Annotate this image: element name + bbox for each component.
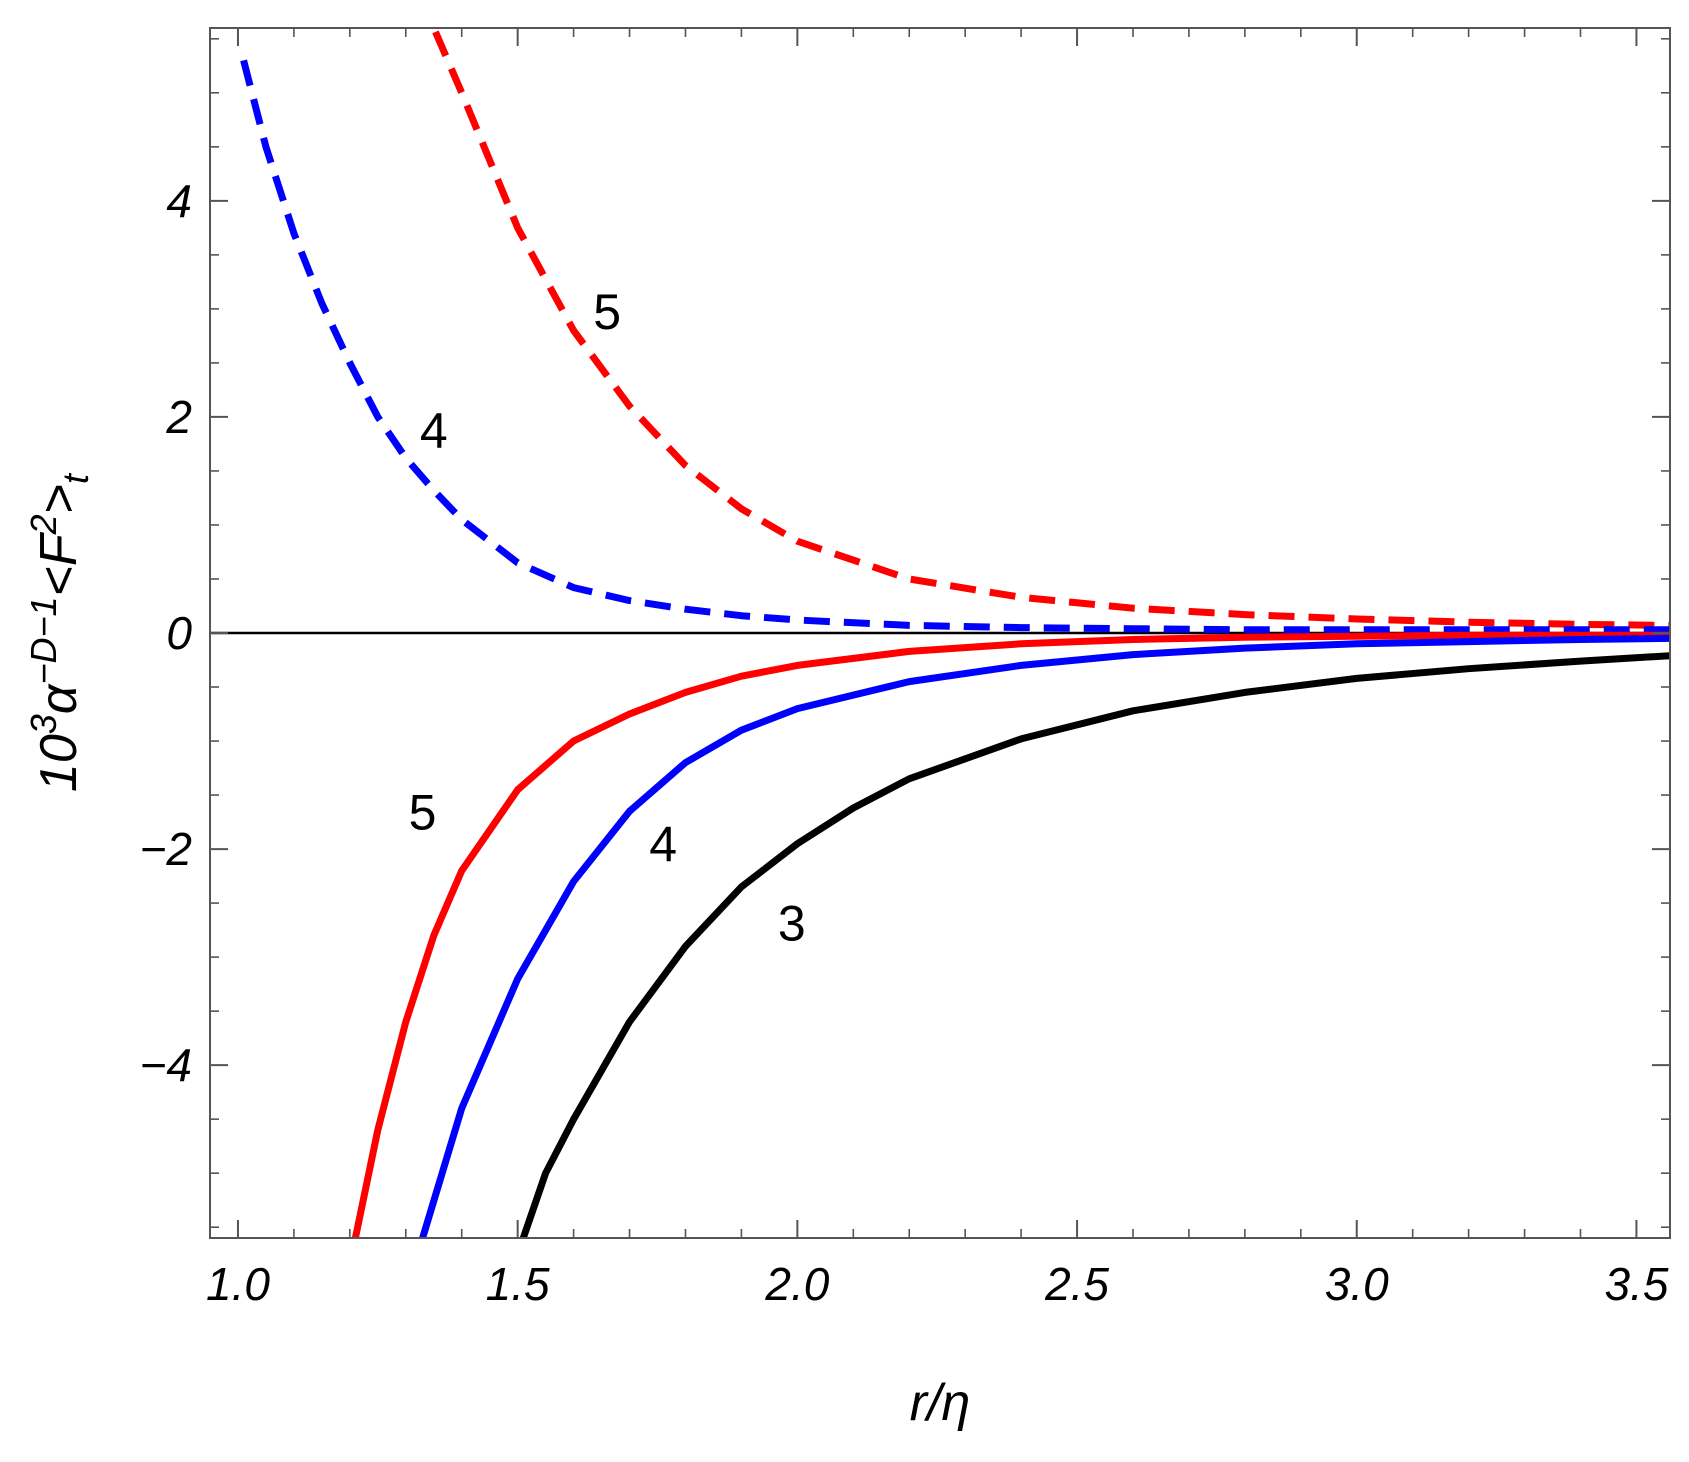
- y-axis-title-prefix-sup: 3: [23, 714, 64, 734]
- curve-label: 5: [409, 784, 437, 840]
- y-axis-title-sub: t: [55, 472, 96, 484]
- x-tick-label: 1.0: [206, 1258, 270, 1310]
- y-axis-title-prefix: 10: [30, 734, 88, 792]
- y-axis-title-body: <F: [30, 531, 88, 596]
- y-axis-title: 103α−D−1<F2>t: [23, 472, 96, 792]
- x-axis-title: r/η: [910, 1374, 971, 1432]
- y-tick-label: −2: [140, 823, 192, 875]
- x-tick-label: 2.5: [1044, 1258, 1109, 1310]
- series-line-3-solid-4: [419, 634, 1670, 1238]
- y-tick-label: 2: [165, 391, 192, 443]
- x-tick-label: 3.5: [1604, 1258, 1668, 1310]
- curve-label: 5: [593, 284, 621, 340]
- y-tick-label: 4: [166, 175, 192, 227]
- y-axis-title-body-sup: 2: [23, 514, 64, 535]
- y-tick-label: 0: [166, 607, 192, 659]
- curve-label: 4: [649, 817, 677, 873]
- y-axis-title-alpha: α: [30, 683, 88, 714]
- x-tick-label: 3.0: [1325, 1258, 1389, 1310]
- y-axis-title-alpha-sup: −D−1: [23, 596, 64, 684]
- series-line-4-solid-3: [519, 652, 1670, 1238]
- curve-labels-layer: 5 4 5 4 3: [409, 284, 806, 951]
- x-tick-label: 2.0: [764, 1258, 829, 1310]
- y-tick-label: −4: [140, 1039, 192, 1091]
- y-axis-title-close: >: [30, 484, 88, 514]
- curve-label: 4: [420, 403, 448, 459]
- series-line-0-dashed-5: [429, 28, 1670, 629]
- curve-label: 3: [778, 896, 806, 952]
- series-layer: [240, 28, 1670, 1238]
- series-line-2-solid-5: [351, 631, 1670, 1238]
- x-tick-label: 1.5: [486, 1258, 550, 1310]
- series-line-1-dashed-4: [240, 59, 1670, 634]
- ticks-layer: 1.0 1.5 2.0 2.5 3.0 3.5 4 2 0 −2 −4: [140, 28, 1670, 1310]
